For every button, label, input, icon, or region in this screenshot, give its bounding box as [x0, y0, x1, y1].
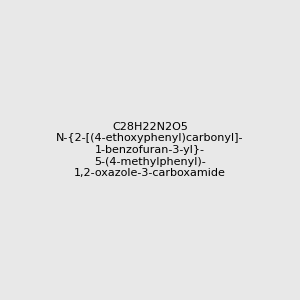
Text: C28H22N2O5
N-{2-[(4-ethoxyphenyl)carbonyl]-
1-benzofuran-3-yl}-
5-(4-methylpheny: C28H22N2O5 N-{2-[(4-ethoxyphenyl)carbony… — [56, 122, 244, 178]
